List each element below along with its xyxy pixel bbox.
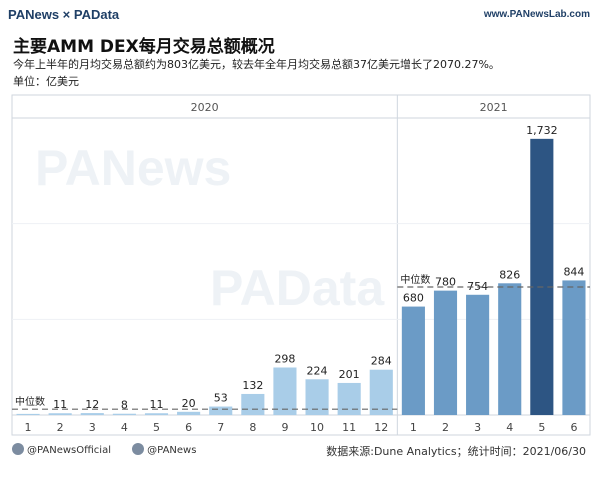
bar-2020-10 — [305, 379, 329, 415]
data-label-2020-10: 224 — [307, 364, 328, 377]
tick-label-2020-10: 10 — [310, 421, 324, 434]
bar-2020-11 — [337, 382, 361, 415]
bar-2021-4 — [498, 283, 522, 415]
data-label-2020-12: 284 — [371, 355, 392, 368]
bar-2020-1 — [16, 413, 40, 415]
bar-2021-3 — [466, 294, 490, 415]
tick-label-2020-3: 3 — [89, 421, 96, 434]
tick-label-2020-7: 7 — [217, 421, 224, 434]
data-label-2021-5: 1,732 — [526, 124, 558, 137]
tick-label-2021-2: 2 — [442, 421, 449, 434]
bar-2020-3 — [80, 413, 104, 415]
data-label-2021-4: 826 — [499, 268, 520, 281]
bar-2021-2 — [433, 290, 458, 415]
data-label-2021-2: 780 — [435, 276, 456, 289]
chart-frame — [11, 94, 591, 436]
tick-label-2020-12: 12 — [374, 421, 388, 434]
median-label-2021: 中位数 — [400, 273, 430, 286]
bar-2020-6 — [177, 411, 201, 415]
data-label-2020-5: 11 — [150, 398, 164, 411]
watermark-panews: PANews — [35, 140, 231, 196]
watermark-padata: PAData — [210, 260, 385, 316]
bar-2020-4 — [112, 413, 136, 415]
year-label-2020: 2020 — [191, 101, 219, 114]
data-label-2021-6: 844 — [563, 265, 584, 278]
data-label-2020-6: 20 — [182, 397, 196, 410]
twitter-icon — [12, 443, 24, 455]
bar-2020-5 — [144, 413, 169, 415]
bar-2020-8 — [241, 393, 265, 415]
footer: @PANewsOfficial @PANews 数据来源:Dune Analyt… — [0, 440, 600, 483]
data-label-2020-2: 11 — [53, 398, 67, 411]
data-label-2021-3: 754 — [467, 280, 488, 293]
chart-title: 主要AMM DEX每月交易总额概况 — [13, 37, 275, 57]
chart-subtitle: 今年上半年的月均交易总额约为803亿美元，较去年全年月均交易总额37亿美元增长了… — [13, 58, 500, 71]
bar-2020-2 — [48, 413, 72, 415]
bar-2021-6 — [562, 280, 586, 415]
brand-logo: PANews × PAData — [8, 7, 120, 22]
tick-label-2020-5: 5 — [153, 421, 160, 434]
tick-label-2020-6: 6 — [185, 421, 192, 434]
weibo-handle: @PANews — [147, 445, 197, 456]
header-bar: PANews × PAData www.PANewsLab.com — [0, 0, 600, 30]
data-label-2020-4: 8 — [121, 399, 128, 412]
tick-label-2020-2: 2 — [57, 421, 64, 434]
tick-label-2020-4: 4 — [121, 421, 128, 434]
social-handles: @PANewsOfficial @PANews — [12, 443, 214, 456]
tick-label-2021-4: 4 — [506, 421, 513, 434]
tick-label-2020-9: 9 — [281, 421, 288, 434]
tick-label-2020-8: 8 — [249, 421, 256, 434]
bar-2021-1 — [401, 306, 425, 415]
tick-label-2020-11: 11 — [342, 421, 356, 434]
tick-label-2020-1: 1 — [25, 421, 32, 434]
median-label-2020: 中位数 — [15, 395, 45, 408]
data-label-2020-9: 298 — [274, 352, 295, 365]
data-label-2020-7: 53 — [214, 392, 228, 405]
tick-label-2021-5: 5 — [538, 421, 545, 434]
tick-label-2021-3: 3 — [474, 421, 481, 434]
bar-2021-5 — [530, 138, 554, 415]
data-label-2020-8: 132 — [242, 379, 263, 392]
bar-2020-12 — [369, 369, 393, 415]
twitter-handle: @PANewsOfficial — [27, 445, 111, 456]
bar-2020-7 — [209, 406, 233, 415]
tick-label-2021-6: 6 — [570, 421, 577, 434]
data-label-2020-3: 12 — [85, 398, 99, 411]
unit-label: 单位：亿美元 — [13, 75, 79, 88]
data-label-2020-11: 201 — [339, 368, 360, 381]
site-url: www.PANewsLab.com — [483, 9, 590, 20]
year-label-2021: 2021 — [480, 101, 508, 114]
data-label-2021-1: 680 — [403, 292, 424, 305]
data-source: 数据来源:Dune Analytics；统计时间：2021/06/30 — [326, 445, 586, 458]
weibo-icon — [132, 443, 145, 455]
bar-2020-9 — [273, 367, 297, 415]
tick-label-2021-1: 1 — [410, 421, 417, 434]
